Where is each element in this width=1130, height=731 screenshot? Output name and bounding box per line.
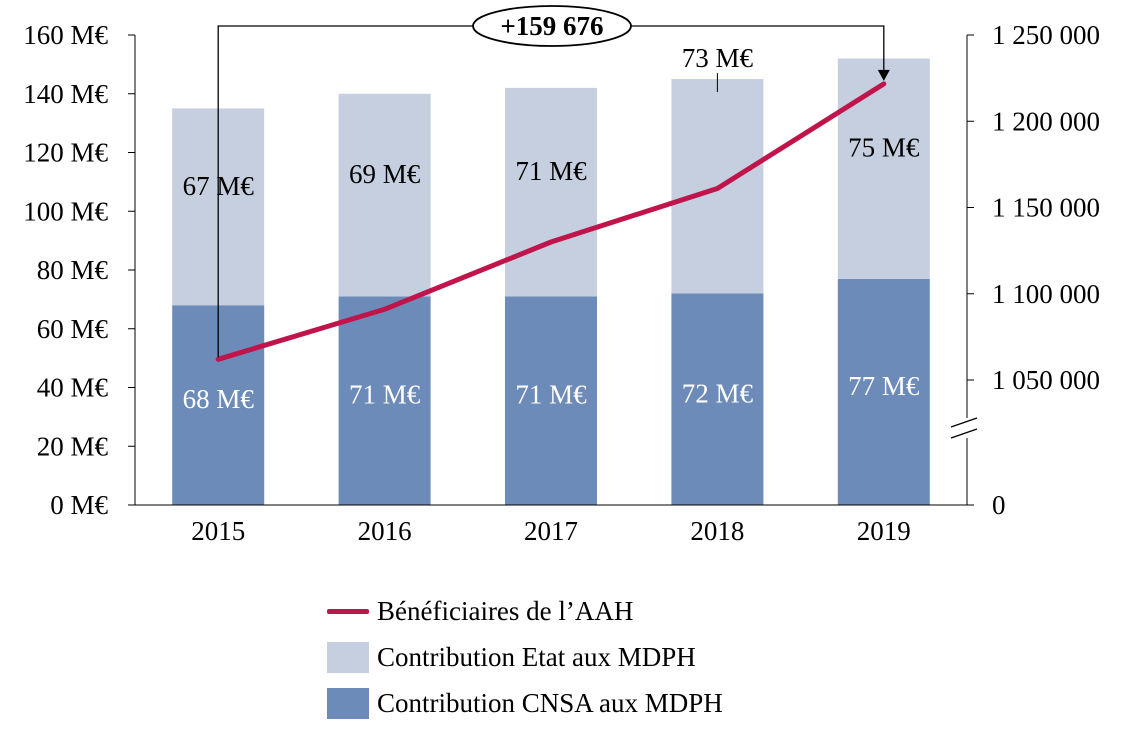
bar-cnsa-2017 [505, 296, 597, 505]
data-label-etat-2018: 73 M€ [682, 43, 754, 73]
axis-break-mark [950, 428, 978, 439]
data-label-etat-2017: 71 M€ [515, 156, 587, 186]
data-label-cnsa-2018: 72 M€ [682, 378, 754, 408]
right-axis-tick-label: 1 050 000 [992, 365, 1100, 395]
line-point-2017 [550, 241, 552, 243]
x-tick-label-2018: 2018 [690, 516, 744, 546]
axes-layer: 2015 2016 2017 2018 2019 0 M€ 20 M€ 40 M€ 60 M€ 8… [23, 20, 1100, 546]
annotation-oval [472, 5, 632, 47]
legend-label: Bénéficiaires de l’AAH [377, 595, 634, 626]
bars-layer: 68 M€67 M€71 M€69 M€71 M€71 M€72 M€73 M€… [172, 43, 930, 505]
legend: Bénéficiaires de l’AAH Contribution Etat… [327, 588, 723, 726]
left-axis-tick-label: 80 M€ [37, 255, 109, 285]
left-axis-tick-label: 140 M€ [23, 79, 108, 109]
data-label-etat-2016: 69 M€ [349, 159, 421, 189]
left-axis-tick-label: 120 M€ [23, 138, 108, 168]
chart: 68 M€67 M€71 M€69 M€71 M€71 M€72 M€73 M€… [23, 5, 1100, 546]
x-tick-label-2019: 2019 [857, 516, 911, 546]
annotation-label: +159 676 [500, 11, 603, 41]
annotation-layer: +159 676 [217, 5, 890, 358]
left-axis-tick-label: 20 M€ [37, 431, 109, 461]
legend-swatch-line [327, 608, 369, 614]
left-axis-tick-label: 60 M€ [37, 314, 109, 344]
bar-cnsa-2019 [837, 278, 930, 505]
left-axis-tick-label: 160 M€ [23, 20, 108, 50]
line-layer [215, 81, 887, 362]
x-tick-label-2015: 2015 [191, 516, 245, 546]
right-axis-tick-label: 1 200 000 [992, 106, 1100, 136]
legend-swatch-cnsa [327, 687, 369, 719]
axis-break-mark [950, 417, 978, 428]
data-label-etat-2019: 75 M€ [848, 133, 920, 163]
left-axis-tick-label: 0 M€ [50, 490, 108, 520]
left-axis-tick-label: 100 M€ [23, 196, 108, 226]
right-axis-tick-label: 0 [992, 490, 1006, 520]
bar-cnsa-2016 [338, 296, 431, 505]
line-point-2019 [883, 83, 885, 85]
legend-swatch-etat [327, 641, 369, 673]
annotation-arrowhead [877, 69, 890, 81]
x-tick-label-2017: 2017 [524, 516, 578, 546]
line-point-2015 [217, 358, 219, 360]
left-axis-tick-label: 40 M€ [37, 373, 109, 403]
data-label-cnsa-2015: 68 M€ [183, 384, 255, 414]
bar-etat-2019 [837, 58, 930, 279]
right-axis-tick-label: 1 150 000 [992, 193, 1100, 223]
legend-item-etat: Contribution Etat aux MDPH [327, 634, 723, 680]
line-point-2018 [716, 188, 718, 190]
bar-cnsa-2018 [671, 293, 764, 505]
line-point-2016 [384, 308, 386, 310]
x-tick-label-2016: 2016 [358, 516, 412, 546]
legend-item-beneficiaires: Bénéficiaires de l’AAH [327, 588, 723, 634]
data-label-cnsa-2017: 71 M€ [515, 380, 587, 410]
right-axis-tick-label: 1 250 000 [992, 20, 1100, 50]
right-axis-tick-label: 1 100 000 [992, 279, 1100, 309]
bar-etat-2017 [505, 87, 597, 297]
legend-label: Contribution CNSA aux MDPH [377, 687, 723, 718]
legend-item-cnsa: Contribution CNSA aux MDPH [327, 680, 723, 726]
data-label-cnsa-2016: 71 M€ [349, 380, 421, 410]
legend-label: Contribution Etat aux MDPH [377, 641, 696, 672]
bar-etat-2016 [338, 93, 431, 297]
data-label-cnsa-2019: 77 M€ [848, 371, 920, 401]
